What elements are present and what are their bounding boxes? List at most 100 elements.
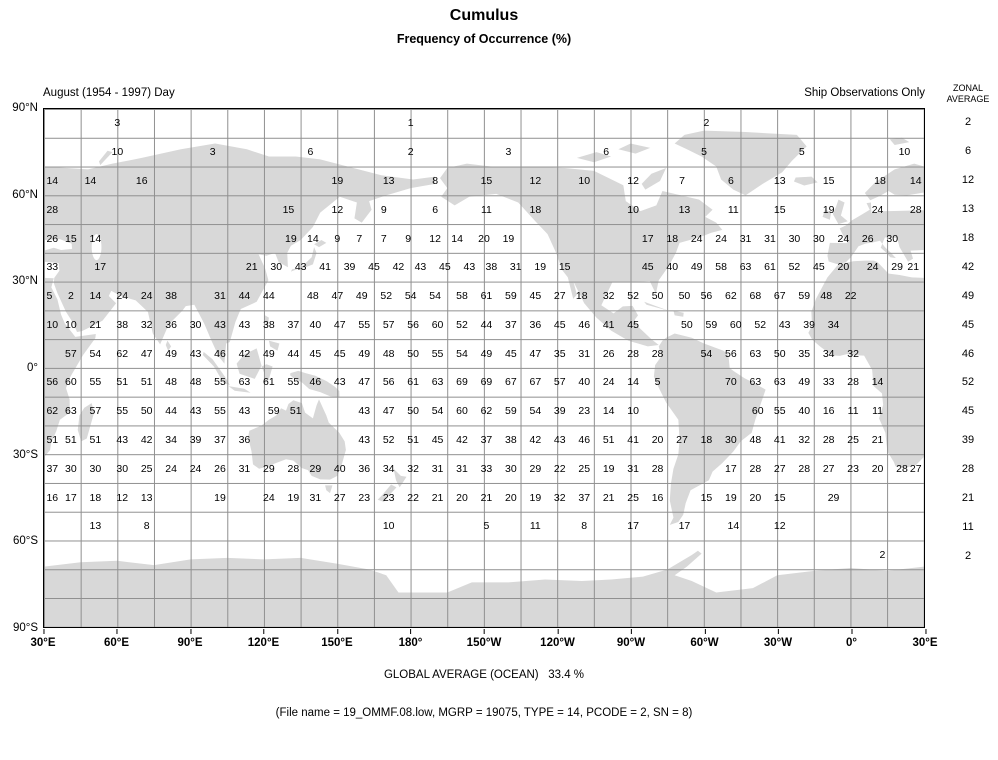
grid-value: 14 [451,232,463,245]
grid-value: 49 [798,376,811,389]
grid-overlay [44,109,924,627]
grid-value: 54 [700,347,713,360]
grid-value: 61 [407,376,419,389]
grid-value: 42 [140,433,153,446]
grid-value: 12 [331,203,344,216]
grid-value: 8 [432,174,439,187]
grid-value: 31 [627,462,639,475]
zonal-average-value: 45 [961,318,975,331]
zonal-average-value: 42 [961,260,975,273]
grid-value: 19 [287,491,300,504]
grid-value: 63 [238,376,251,389]
grid-value: 49 [355,290,368,303]
grid-value: 21 [245,261,258,274]
grid-value: 13 [382,174,395,187]
grid-value: 59 [505,290,517,303]
grid-value: 30 [886,232,899,245]
grid-value: 55 [773,405,786,418]
grid-value: 34 [165,433,177,446]
grid-value: 63 [773,376,786,389]
grid-value: 13 [140,491,153,504]
grid-value: 6 [307,146,314,159]
latitude-tick-label: 60°N [12,188,38,201]
grid-value: 15 [773,203,786,216]
grid-value: 41 [602,318,615,331]
grid-value: 15 [282,203,295,216]
grid-value: 28 [46,203,59,216]
grid-value: 27 [553,290,566,303]
grid-value: 43 [778,318,791,331]
grid-value: 40 [309,318,322,331]
grid-value: 27 [909,462,922,475]
grid-value: 24 [715,232,727,245]
grid-value: 28 [749,462,762,475]
grid-value: 38 [165,290,177,303]
grid-value: 52 [627,290,639,303]
grid-value: 59 [505,405,517,418]
grid-value: 38 [263,318,275,331]
grid-value: 30 [270,261,283,274]
grid-value: 37 [214,433,226,446]
grid-value: 51 [407,433,419,446]
grid-value: 20 [749,491,762,504]
grid-value: 19 [529,491,542,504]
grid-value: 51 [89,433,102,446]
grid-value: 14 [89,290,102,303]
grid-value: 50 [681,318,693,331]
grid-value: 60 [456,405,468,418]
grid-value: 36 [165,318,177,331]
grid-value: 45 [505,347,517,360]
grid-value: 31 [456,462,468,475]
grid-value: 56 [407,318,419,331]
grid-value: 55 [358,318,371,331]
grid-value: 24 [263,491,275,504]
grid-value: 31 [214,290,226,303]
file-info-label: (File name = 19_OMMF.08.low, MGRP = 1907… [275,707,693,719]
grid-value: 9 [334,232,341,245]
grid-value: 70 [725,376,737,389]
grid-value: 32 [798,433,811,446]
grid-value: 47 [382,405,395,418]
grid-value: 27 [773,462,786,475]
grid-value: 20 [478,232,490,245]
zonal-average-header: ZONAL AVERAGE [938,83,998,105]
grid-value: 59 [267,405,280,418]
grid-value: 8 [143,520,150,533]
grid-value: 10 [65,318,77,331]
grid-value: 63 [749,376,762,389]
grid-value: 24 [871,203,884,216]
zonal-average-value: 28 [961,463,975,476]
grid-value: 50 [407,405,419,418]
grid-value: 43 [358,433,371,446]
grid-value: 40 [578,376,591,389]
grid-value: 34 [382,462,395,475]
latitude-tick-label: 60°S [12,535,38,548]
grid-value: 6 [727,174,734,187]
grid-value: 61 [263,376,275,389]
grid-value: 15 [700,491,713,504]
grid-value: 42 [529,433,542,446]
grid-value: 15 [480,174,493,187]
grid-value: 12 [116,491,129,504]
grid-value: 29 [891,261,903,274]
grid-value: 30 [189,318,202,331]
grid-value: 62 [725,290,737,303]
grid-value: 13 [678,203,691,216]
grid-value: 40 [798,405,811,418]
grid-value: 32 [407,462,419,475]
grid-value: 60 [431,318,444,331]
grid-value: 39 [189,433,202,446]
grid-value: 55 [431,347,444,360]
grid-value: 48 [382,347,395,360]
grid-value: 30 [788,232,801,245]
grid-value: 47 [331,290,344,303]
grid-value: 34 [827,318,840,331]
zonal-average-value: 6 [964,145,972,158]
latitude-tick-label: 30°S [12,448,38,461]
grid-value: 20 [837,261,850,274]
grid-value: 18 [874,174,886,187]
grid-value: 24 [116,290,129,303]
grid-value: 15 [558,261,571,274]
grid-value: 47 [140,347,153,360]
